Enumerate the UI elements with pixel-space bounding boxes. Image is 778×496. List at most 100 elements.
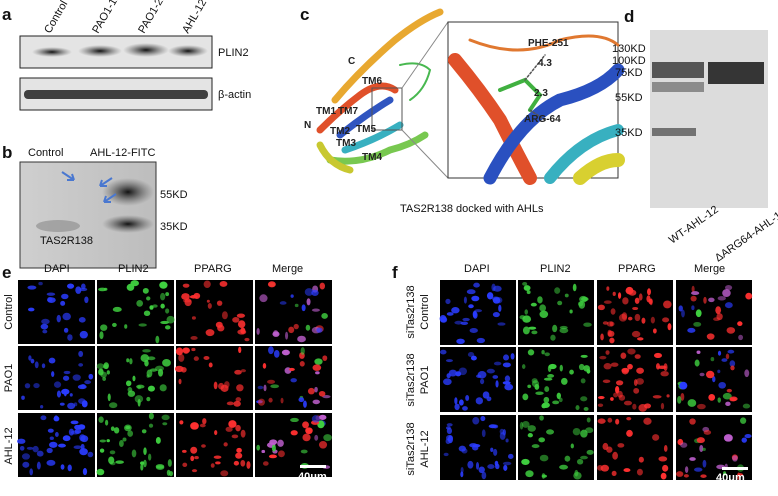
cell [487,464,495,469]
cell [634,297,640,304]
cell [59,402,65,406]
cell [306,298,311,306]
cell [722,392,732,400]
cell [235,397,242,402]
cell [315,371,320,375]
cell [576,458,584,465]
cell [32,445,39,453]
cell [159,384,167,392]
cell [30,358,35,364]
cell [723,434,733,442]
cell [448,369,458,377]
cell [531,378,538,384]
cell [634,313,641,322]
cell [623,400,632,406]
cell [569,309,573,314]
distance-label: 4.3 [538,58,552,69]
cell [531,444,540,449]
cell [494,460,499,467]
cell [663,300,672,309]
helix-label: TM1 [316,106,336,117]
cell [80,443,85,450]
lane-label: WT-AHL-12 [667,204,721,247]
cell [621,312,628,320]
cell [638,456,644,463]
cell [41,318,50,325]
cell [161,414,170,421]
cell [631,330,641,338]
cell [603,363,612,370]
cell [193,356,199,361]
cell [100,324,108,331]
cell [617,443,625,448]
cell [510,353,515,360]
cell [36,450,44,457]
cell [691,291,700,296]
cell [182,462,188,468]
lane-label: AHL-12 [180,0,209,36]
cell [492,375,499,379]
cell [543,396,550,403]
cell [481,471,487,480]
cell [446,312,454,316]
cell [143,310,151,317]
cell [155,335,160,344]
cell [524,309,528,315]
cell [238,346,242,353]
column-label: PPARG [194,263,232,275]
cell [87,451,94,458]
cell [88,373,94,380]
helix-label: TM5 [356,124,376,135]
cell [710,356,715,362]
cell [440,349,447,355]
column-label: PPARG [618,263,656,275]
cell [47,428,54,433]
cell [712,376,716,383]
panel-letter: b [2,143,12,162]
cell [129,358,133,365]
cell [318,390,326,397]
cell [744,369,750,378]
cell [134,395,144,403]
cell [144,359,149,367]
cell [221,311,228,320]
helix-label: N [304,120,311,131]
cell [472,445,479,451]
cell [700,474,707,478]
cell [256,328,260,335]
cell [705,370,715,379]
cell [191,316,196,320]
cell [84,380,91,385]
cell [696,437,705,444]
cell [703,296,707,304]
cell [578,300,586,309]
cell [182,449,187,453]
cell [304,288,314,296]
cell [570,443,574,449]
cell [522,315,532,323]
cell [463,296,467,304]
band [24,90,208,99]
cell [725,401,731,407]
arrow [103,193,117,203]
lane-label: ΔARG64-AHL-12 [713,206,778,264]
cell [277,439,284,447]
cell [60,464,65,470]
cell [606,286,610,291]
band [652,82,704,92]
cell [236,447,242,453]
cell [680,392,685,401]
cell [288,326,295,334]
cell [626,416,632,421]
cell [100,371,107,378]
cell [58,443,66,448]
cell [504,375,511,382]
cell [473,282,480,288]
lane-label: PAO1-2h [136,0,169,36]
cell [643,417,652,425]
cell [191,347,196,352]
cell [190,455,195,462]
cell [558,397,563,403]
helix-label: C [348,56,355,67]
cell [724,302,733,309]
